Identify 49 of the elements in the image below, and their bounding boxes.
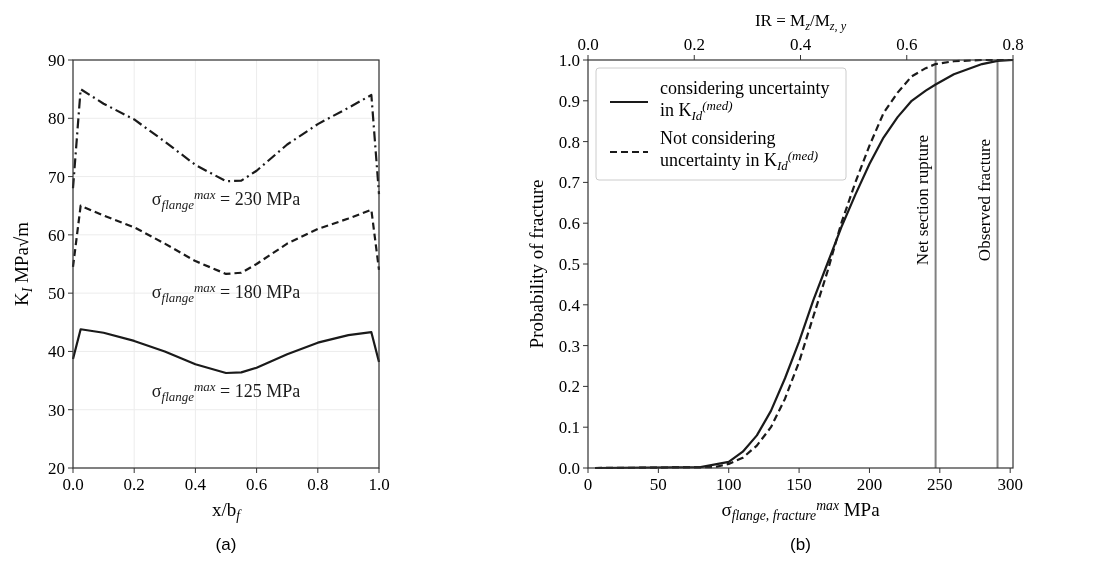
y-tick-label: 0.1 [558, 418, 580, 438]
y-tick-label: 0.2 [558, 377, 580, 397]
y-tick-label: 40 [48, 342, 65, 362]
text: (a) [215, 535, 237, 554]
series-label: σ$_{flange}$$^{max}$ = 230 MPa [151, 187, 301, 213]
text: (b) [790, 535, 811, 554]
y-tick-label: 20 [48, 459, 65, 478]
x-tick-label: 0.2 [123, 475, 145, 494]
x-tick-label: 0.4 [184, 475, 207, 494]
y-tick-label: 0.5 [558, 255, 580, 274]
x-axis-title: σ$_{flange, fracture}$$^{max}$ MPa [721, 497, 881, 524]
y-tick-label: 0.6 [558, 214, 580, 234]
ref-line-label: Observed fracture [974, 138, 994, 262]
x-tick-label: 150 [786, 475, 812, 494]
y-tick-label: 50 [48, 284, 65, 304]
series-label: σ$_{flange}$$^{max}$ = 180 MPa [151, 280, 301, 305]
y-tick-label: 80 [48, 109, 65, 129]
y-tick-label: 0.0 [558, 459, 580, 478]
line-series [71, 328, 381, 375]
x2-tick-label: 0.2 [683, 35, 705, 54]
y-tick-label: 30 [48, 400, 65, 420]
x-tick-label: 100 [715, 475, 742, 494]
y-axis-title: Probability of fracture [526, 179, 547, 349]
x-tick-label: 1.0 [368, 475, 390, 494]
x2-tick-label: 0.0 [577, 35, 599, 54]
y-tick-label: 60 [48, 225, 65, 245]
y-tick-label: 1.0 [558, 51, 580, 70]
ref-line-label: Net section rupture [912, 134, 932, 266]
x2-axis-title: IR = M$_{z}$/M$_{z, y}$ [754, 11, 847, 33]
x-tick-label: 0 [583, 475, 593, 494]
x-tick-label: 0.8 [307, 475, 329, 494]
x2-tick-label: 0.8 [1002, 35, 1024, 54]
x2-tick-label: 0.6 [896, 35, 918, 54]
y-tick-label: 0.3 [558, 336, 580, 356]
y-tick-label: 0.9 [558, 91, 580, 111]
x-tick-label: 250 [927, 475, 953, 494]
y-tick-label: 0.8 [558, 132, 580, 152]
x-tick-label: 0.0 [62, 475, 84, 494]
y-tick-label: 0.4 [558, 295, 581, 315]
x-axis-title: x/b$_{f}$ [211, 499, 243, 524]
y-tick-label: 70 [48, 167, 65, 187]
series-label: σ$_{flange}$$^{max}$ = 125 MPa [151, 379, 301, 404]
x-tick-label: 300 [997, 475, 1023, 494]
y-tick-label: 90 [48, 51, 65, 70]
x2-tick-label: 0.4 [789, 35, 812, 54]
x-tick-label: 50 [649, 475, 667, 494]
x-tick-label: 200 [856, 475, 883, 494]
y-tick-label: 0.7 [558, 173, 581, 193]
x-tick-label: 0.6 [245, 475, 268, 494]
